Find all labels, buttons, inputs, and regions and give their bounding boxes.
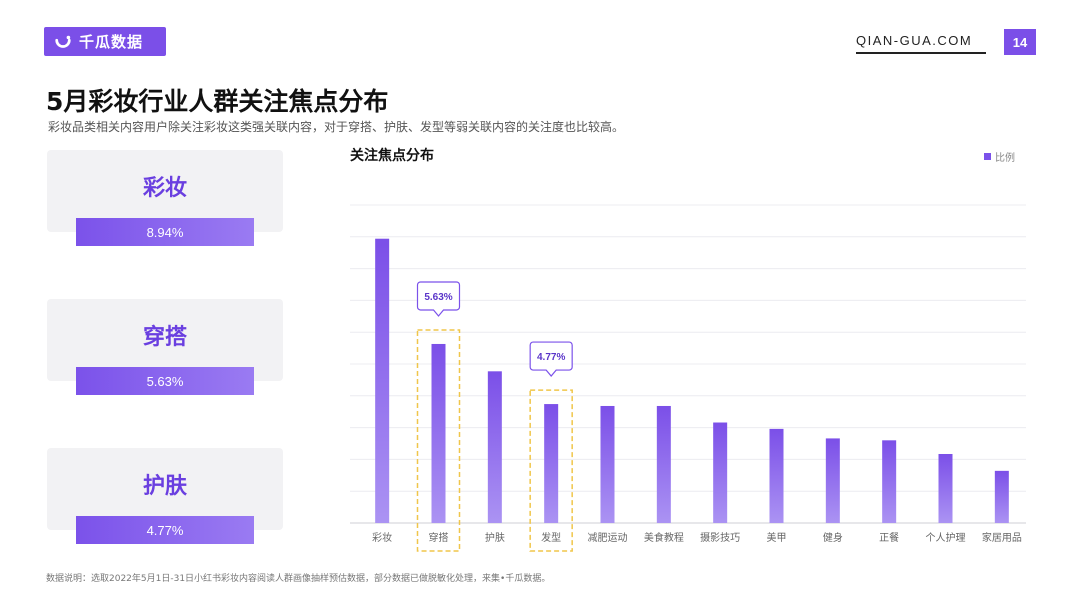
callout-bubble [416, 281, 461, 317]
chart-legend: 比例 [984, 149, 1015, 164]
x-tick-label: 个人护理 [926, 531, 966, 544]
bar-护肤 [487, 371, 502, 523]
stat-card-value: 4.77% [76, 516, 254, 544]
callout-bubble [529, 341, 573, 378]
bar-彩妆 [375, 238, 390, 523]
x-tick-label: 发型 [541, 531, 561, 544]
legend-label: 比例 [995, 153, 1015, 164]
x-tick-label: 彩妆 [372, 531, 392, 544]
stat-card-value: 8.94% [76, 218, 254, 246]
bar-美甲 [769, 428, 784, 523]
bar-家居用品 [994, 470, 1009, 523]
x-tick-label: 美甲 [767, 531, 787, 544]
chart-title: 关注焦点分布 [350, 148, 434, 164]
logo-icon [55, 35, 71, 48]
bar-个人护理 [938, 453, 953, 523]
highlight-box [529, 389, 573, 552]
bar-穿搭 [431, 343, 446, 523]
x-tick-label: 美食教程 [644, 531, 684, 544]
x-tick-label: 正餐 [879, 531, 899, 544]
x-tick-label: 减肥运动 [588, 532, 628, 544]
x-tick-label: 摄影技巧 [700, 531, 740, 544]
legend-swatch [984, 153, 991, 160]
stat-card-label: 穿搭 [142, 325, 187, 350]
x-tick-label: 穿搭 [429, 531, 449, 544]
x-tick-label: 家居用品 [982, 531, 1022, 544]
highlight-box [416, 329, 461, 552]
callout-label: 4.77% [537, 352, 565, 363]
site-url: QIAN-GUA.COM [856, 33, 973, 48]
x-tick-label: 健身 [823, 531, 843, 544]
stat-card-value: 5.63% [76, 367, 254, 395]
page-title: 5月彩妆行业人群关注焦点分布 [46, 87, 389, 116]
bar-发型 [544, 404, 559, 523]
callout-label: 5.63% [424, 292, 452, 303]
site-underline [856, 52, 986, 54]
footnote: 数据说明：选取2022年5月1日-31日小红书彩妆内容阅读人群画像抽样预估数据，… [46, 574, 551, 584]
bar-美食教程 [656, 405, 671, 523]
stat-card-label: 彩妆 [142, 176, 187, 201]
page-number: 14 [1004, 29, 1036, 55]
brand-logo: 千瓜数据 [44, 27, 166, 56]
bar-减肥运动 [600, 405, 615, 523]
x-tick-label: 护肤 [485, 531, 505, 544]
logo-text: 千瓜数据 [79, 33, 144, 51]
page-subtitle: 彩妆品类相关内容用户除关注彩妆这类强关联内容，对于穿搭、护肤、发型等弱关联内容的… [48, 120, 625, 134]
bar-正餐 [882, 440, 897, 523]
stat-card-label: 护肤 [142, 474, 187, 499]
bar-摄影技巧 [713, 422, 728, 523]
bar-健身 [825, 438, 840, 523]
